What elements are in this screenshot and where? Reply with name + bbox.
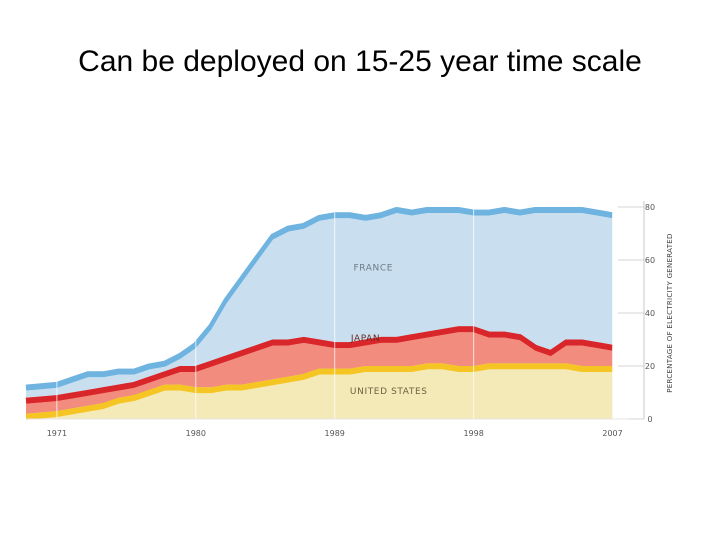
france-series-line [25,207,614,391]
y-tick-label-80: 80 [645,203,655,212]
x-tick-label-2007: 2007 [602,429,622,438]
chart-areas [25,207,614,420]
chart-axes: 1971 1980 1989 1998 2007 0 20 40 60 80 PERCENTAGE … [26,201,674,438]
y-tick-label-40: 40 [645,309,655,318]
y-tick-label-60: 60 [645,256,655,265]
x-tick-label-1998: 1998 [463,429,483,438]
x-tick-label-1971: 1971 [47,429,67,438]
chart-labels: FRANCE JAPAN UNITED STATES [350,264,428,397]
y-tick-label-0: 0 [647,415,652,424]
series-label-united-states: UNITED STATES [350,387,428,397]
y-axis-title: PERCENTAGE OF ELECTRICITY GENERATED [666,233,674,392]
x-tick-label-1989: 1989 [325,429,345,438]
y-tick-label-20: 20 [645,362,655,371]
united-states-series-line [25,363,613,420]
slide-title: Can be deployed on 15-25 year time scale [78,45,642,78]
japan-series-line [25,326,614,404]
series-label-france: FRANCE [354,264,394,274]
x-tick-label-1980: 1980 [186,429,206,438]
united-states-area-body [26,369,613,420]
chart-overlays [56,190,644,420]
series-label-japan: JAPAN [350,334,380,344]
